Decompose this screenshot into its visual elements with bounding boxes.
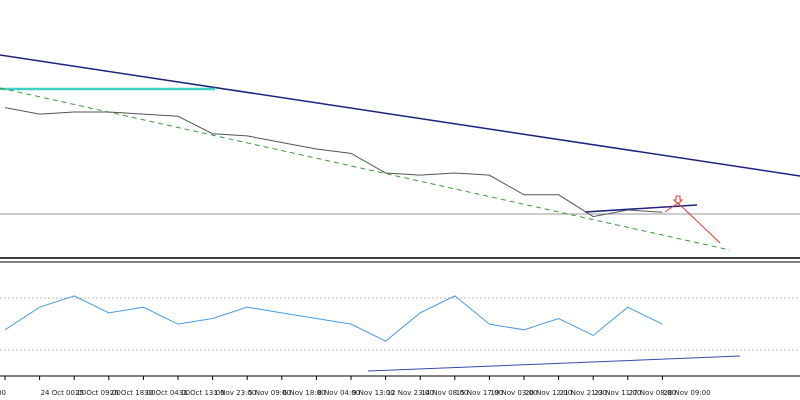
x-tick-label: 20 Nov 12:00 xyxy=(525,389,572,397)
x-tick-label: 23 Nov 11:00 xyxy=(594,389,641,397)
x-tick-label: 15 Nov 17:00 xyxy=(456,389,503,397)
signal-arrow xyxy=(672,195,684,205)
oscillator-line xyxy=(4,295,663,342)
x-tick-label: 6 Nov 18:00 xyxy=(283,389,326,397)
x-tick-label: 31 Oct 13:00 xyxy=(179,389,225,397)
x-tick-label: 28 Nov 09:00 xyxy=(663,389,710,397)
channel-line xyxy=(0,87,731,251)
trend-line xyxy=(0,54,800,177)
x-tick-label: 27 Nov 08:00 xyxy=(629,389,676,397)
trend-line xyxy=(584,204,698,213)
x-tick-label: 26 Oct 18:00 xyxy=(110,389,156,397)
x-tick-label: 9 Nov 13:00 xyxy=(352,389,395,397)
x-tick-label: 24 Oct 00:00 xyxy=(41,389,87,397)
oscillator-trend-line xyxy=(367,355,741,372)
x-tick-label: 14 Nov 08:00 xyxy=(421,389,468,397)
x-tick-label: 14:00 xyxy=(0,389,6,397)
x-tick-label: 5 Nov 09:00 xyxy=(248,389,291,397)
projection-arrow xyxy=(664,202,721,244)
x-tick-label: 30 Oct 04:00 xyxy=(144,389,190,397)
price-line xyxy=(4,107,663,218)
x-tick-label: 21 Nov 21:00 xyxy=(560,389,607,397)
x-tick-label: 1 Nov 23:00 xyxy=(214,389,257,397)
x-tick-label: 8 Nov 04:00 xyxy=(317,389,360,397)
x-tick-label: 12 Nov 23:00 xyxy=(387,389,434,397)
x-tick-label: 25 Oct 09:00 xyxy=(75,389,121,397)
x-tick-label: 19 Nov 03:00 xyxy=(490,389,537,397)
